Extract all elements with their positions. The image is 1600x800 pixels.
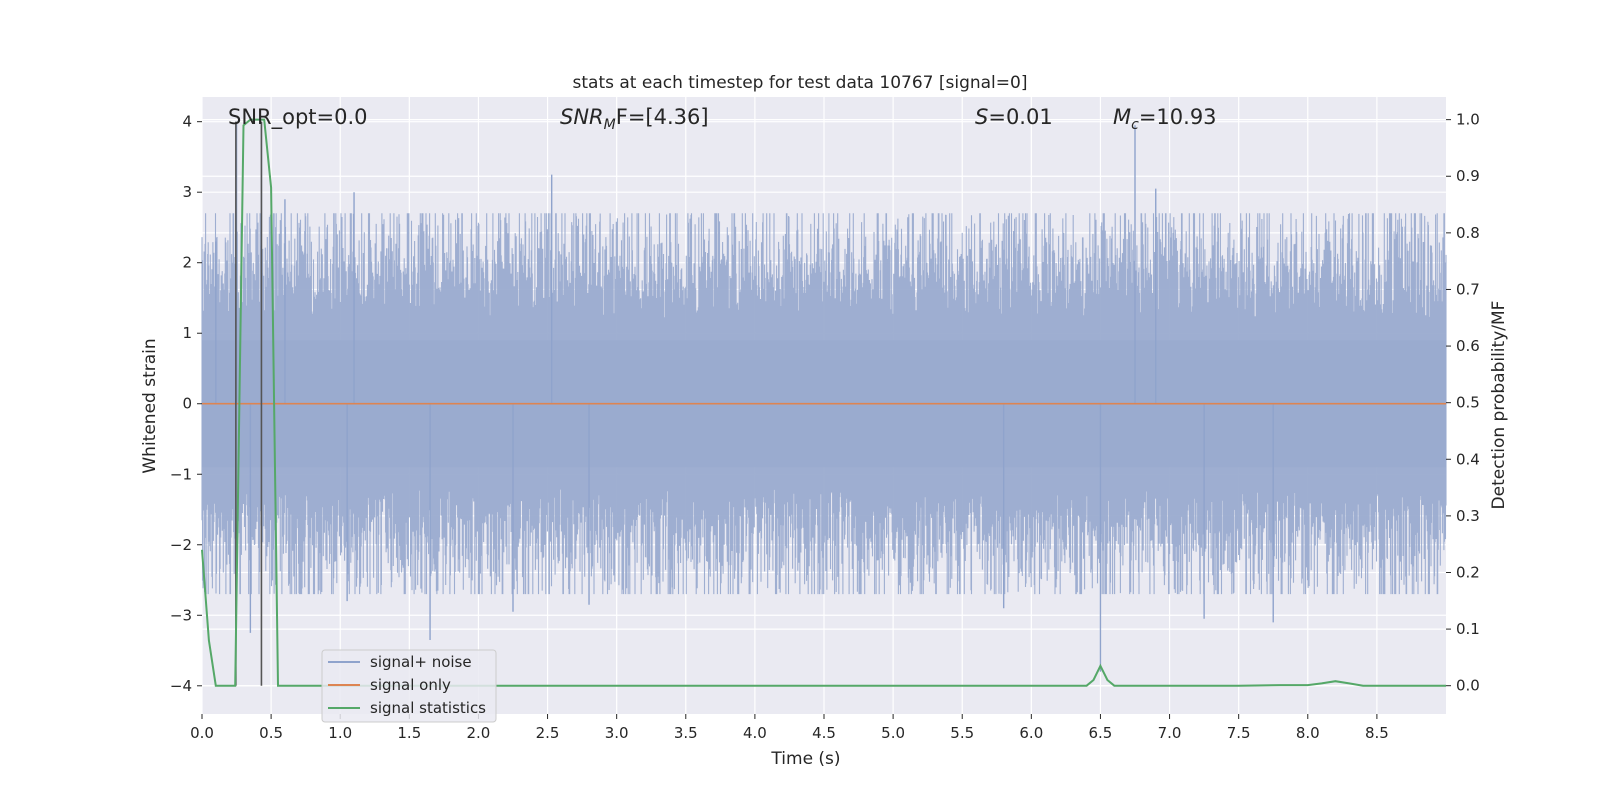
x-tick-label: 4.0 (743, 724, 767, 742)
x-tick-label: 6.5 (1089, 724, 1113, 742)
annotation-snr-mf: SNRMF=[4.36] (560, 105, 709, 133)
snr-mf-sub: M (604, 117, 616, 133)
s-rest: =0.01 (988, 105, 1052, 129)
y-left-tick-label: 4 (182, 113, 192, 131)
snr-mf-rest: F=[4.36] (616, 105, 709, 129)
s-name: S (975, 105, 988, 129)
y-axis-right-label: Detection probability/MF (1489, 301, 1509, 510)
x-tick-label: 8.5 (1365, 724, 1389, 742)
y-left-tick-label: 0 (182, 395, 192, 413)
y-axis-left: 4 3 2 1 0 −1 −2 −3 −4 (170, 113, 202, 695)
x-axis: 0.0 0.5 1.0 1.5 2.0 2.5 3.0 3.5 4.0 4.5 5.0 5.5 6.0 6… (190, 714, 1389, 742)
y-axis-right: 1.0 0.9 0.8 0.7 0.6 0.5 0.4 0.3 0.2 0.1 0.0 (1446, 111, 1480, 695)
x-tick-label: 8.0 (1296, 724, 1320, 742)
legend-label-signal-only: signal only (370, 676, 451, 694)
x-tick-label: 7.0 (1158, 724, 1182, 742)
x-tick-label: 1.0 (328, 724, 352, 742)
signal-statistics-line (201, 118, 1446, 687)
y-left-tick-label: 1 (182, 324, 192, 342)
mc-sub: c (1131, 117, 1139, 133)
y-right-tick-label: 1.0 (1456, 111, 1480, 129)
y-axis-left-label: Whitened strain (140, 338, 160, 473)
x-tick-label: 4.5 (812, 724, 836, 742)
y-right-tick-label: 0.4 (1456, 450, 1480, 468)
x-tick-label: 2.0 (467, 724, 491, 742)
x-tick-label: 0.5 (259, 724, 283, 742)
x-tick-label: 3.0 (605, 724, 629, 742)
annotation-mc: Mc=10.93 (1113, 105, 1217, 133)
mc-rest: =10.93 (1139, 105, 1217, 129)
y-left-tick-label: 3 (182, 183, 192, 201)
y-right-tick-label: 0.2 (1456, 563, 1480, 581)
mc-name: M (1113, 105, 1131, 129)
y-right-tick-label: 0.6 (1456, 337, 1480, 355)
y-left-tick-label: −4 (170, 677, 192, 695)
x-tick-label: 7.5 (1227, 724, 1251, 742)
x-tick-label: 5.0 (881, 724, 905, 742)
x-tick-label: 1.5 (397, 724, 421, 742)
y-right-tick-label: 0.7 (1456, 280, 1480, 298)
legend-label-signal-statistics: signal statistics (370, 699, 486, 717)
y-left-tick-label: −3 (170, 606, 192, 624)
x-axis-label: Time (s) (770, 749, 840, 769)
y-right-tick-label: 0.9 (1456, 167, 1480, 185)
y-right-tick-label: 0.1 (1456, 620, 1480, 638)
y-right-tick-label: 0.3 (1456, 507, 1480, 525)
x-tick-label: 3.5 (674, 724, 698, 742)
x-tick-label: 6.0 (1019, 724, 1043, 742)
y-left-tick-label: 2 (182, 254, 192, 272)
x-tick-label: 2.5 (536, 724, 560, 742)
y-left-tick-label: −1 (170, 465, 192, 483)
chart-title: stats at each timestep for test data 107… (573, 73, 1028, 93)
annotation-snr-opt: SNR_opt=0.0 (228, 105, 368, 130)
legend-box (321, 649, 497, 723)
y-right-tick-label: 0.5 (1456, 394, 1480, 412)
y-right-tick-label: 0.0 (1456, 677, 1480, 695)
x-tick-label: 5.5 (950, 724, 974, 742)
y-left-tick-label: −2 (170, 536, 192, 554)
legend-label-signal-noise: signal+ noise (370, 653, 472, 671)
x-tick-label: 0.0 (190, 724, 214, 742)
snr-mf-name: SNR (560, 105, 604, 129)
legend: signal+ noise signal only signal statist… (321, 649, 497, 723)
y-right-tick-label: 0.8 (1456, 224, 1480, 242)
series-signal-statistics (201, 118, 1446, 687)
annotation-s: S=0.01 (975, 105, 1053, 129)
